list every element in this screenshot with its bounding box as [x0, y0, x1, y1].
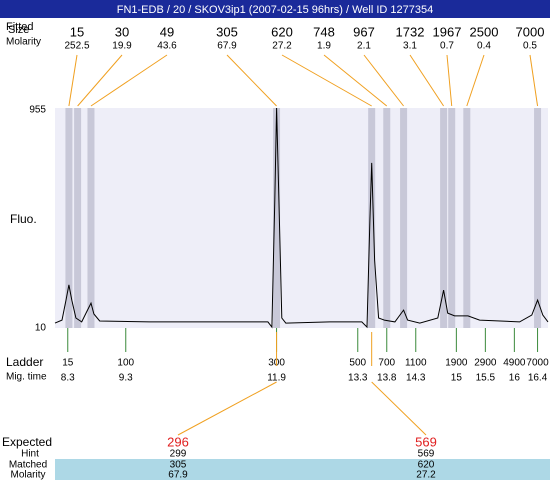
hint-label: Hint — [21, 449, 39, 460]
matched-label: Matched — [9, 460, 47, 471]
peak-leader — [323, 54, 388, 107]
molarity-row-label: Molarity — [10, 470, 45, 480]
y-axis-label: Fluo. — [10, 212, 37, 226]
peak-band — [74, 108, 82, 328]
peak-size: 7000 — [516, 24, 545, 39]
hint-size: 569 — [418, 449, 435, 460]
peak-band — [400, 108, 408, 328]
peak-size: 30 — [115, 24, 129, 39]
peak-leader — [226, 54, 277, 107]
plot-area — [55, 108, 548, 328]
molarity-label: Molarity — [6, 37, 41, 48]
ladder-time: 16 — [509, 373, 521, 384]
ladder-time: 15.5 — [476, 373, 496, 384]
matched-size: 305 — [170, 460, 187, 471]
peak-molarity: 0.4 — [477, 41, 491, 52]
ladder-size: 4900 — [503, 358, 526, 369]
ladder-size: 15 — [62, 358, 74, 369]
peak-molarity: 67.9 — [217, 41, 237, 52]
title: FN1-EDB / 20 / SKOV3ip1 (2007-02-15 96hr… — [117, 4, 434, 16]
mig-time-label: Mig. time — [6, 372, 47, 383]
peak-leader — [466, 54, 485, 107]
peak-band — [383, 108, 391, 328]
peak-leader — [281, 54, 372, 107]
y-tick-label: 955 — [29, 105, 46, 116]
peak-molarity: 1.9 — [317, 41, 331, 52]
fitted-label: Fitted — [6, 21, 34, 33]
peak-size: 748 — [313, 24, 335, 39]
peak-size: 1967 — [433, 24, 462, 39]
peak-band — [87, 108, 95, 328]
peak-leader — [409, 54, 445, 107]
ladder-size: 1100 — [405, 358, 427, 369]
ladder-size: 100 — [117, 358, 134, 369]
matched-size: 620 — [418, 460, 435, 471]
size-label: Size — [8, 24, 29, 36]
peak-band — [440, 108, 448, 328]
peak-band — [463, 108, 471, 328]
ladder-time: 13.3 — [348, 373, 368, 384]
peak-leader — [363, 54, 404, 107]
peak-band — [368, 108, 376, 328]
ladder-time: 8.3 — [61, 373, 75, 384]
peak-size: 967 — [353, 24, 375, 39]
ladder-time: 13.8 — [377, 373, 397, 384]
expected-size: 296 — [167, 434, 189, 449]
peak-molarity: 27.2 — [272, 41, 292, 52]
peak-size: 305 — [216, 24, 238, 39]
hint-size: 299 — [170, 449, 187, 460]
peak-size: 620 — [271, 24, 293, 39]
peak-leader — [68, 54, 78, 107]
ladder-label: Ladder — [6, 355, 43, 369]
peak-leader — [77, 54, 123, 107]
title-bar — [0, 0, 550, 18]
ladder-time: 14.3 — [406, 373, 426, 384]
match-leader — [177, 381, 277, 436]
peak-leader — [90, 54, 168, 107]
ladder-size: 1900 — [445, 358, 468, 369]
matched-row-bg — [55, 459, 550, 480]
ladder-time: 11.9 — [267, 373, 286, 384]
expected-size: 569 — [415, 434, 437, 449]
peak-molarity: 0.7 — [440, 41, 454, 52]
ladder-time: 16.4 — [528, 373, 548, 384]
peak-molarity: 2.1 — [357, 41, 371, 52]
peak-molarity: 252.5 — [64, 41, 89, 52]
peak-band — [273, 108, 281, 328]
matched-molarity: 27.2 — [416, 470, 436, 480]
peak-molarity: 3.1 — [403, 41, 417, 52]
peak-molarity: 43.6 — [157, 41, 177, 52]
ladder-size: 7000 — [526, 358, 549, 369]
peak-size: 1732 — [396, 24, 425, 39]
match-leader — [371, 381, 427, 436]
peak-band — [534, 108, 542, 328]
ladder-time: 15 — [451, 373, 463, 384]
peak-band — [65, 108, 73, 328]
peak-molarity: 0.5 — [523, 41, 537, 52]
peak-leader — [529, 54, 539, 107]
peak-size: 15 — [70, 24, 84, 39]
ladder-time: 9.3 — [119, 373, 133, 384]
expected-label: Expected — [2, 435, 52, 449]
trace — [54, 107, 549, 329]
y-tick-label: 10 — [35, 323, 47, 334]
peak-band — [448, 108, 456, 328]
ladder-size: 700 — [378, 358, 395, 369]
matched-molarity: 67.9 — [168, 470, 188, 480]
ladder-size: 500 — [349, 358, 366, 369]
peak-size: 49 — [160, 24, 174, 39]
peak-size: 2500 — [470, 24, 499, 39]
ladder-size: 2900 — [474, 358, 497, 369]
peak-leader — [446, 54, 453, 107]
peak-molarity: 19.9 — [112, 41, 132, 52]
